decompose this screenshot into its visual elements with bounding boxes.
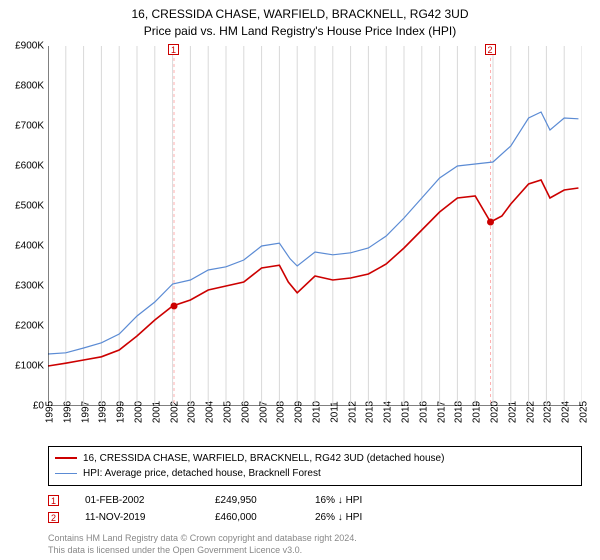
- y-tick-label: £100K: [15, 360, 48, 371]
- chart-container: 16, CRESSIDA CHASE, WARFIELD, BRACKNELL,…: [0, 0, 600, 560]
- sale-delta: 16% ↓ HPI: [315, 495, 435, 506]
- marker-box-1: 1: [168, 44, 179, 55]
- legend-label: HPI: Average price, detached house, Brac…: [83, 466, 321, 481]
- sale-point-1: [171, 302, 178, 309]
- y-tick-label: £600K: [15, 160, 48, 171]
- plot-region: 1995199619971998199920002001200220032004…: [48, 46, 582, 406]
- sale-point-2: [487, 218, 494, 225]
- series-price_paid: [48, 180, 578, 366]
- y-tick-label: £800K: [15, 80, 48, 91]
- sale-price: £249,950: [215, 495, 315, 506]
- title-address: 16, CRESSIDA CHASE, WARFIELD, BRACKNELL,…: [0, 6, 600, 23]
- legend-label: 16, CRESSIDA CHASE, WARFIELD, BRACKNELL,…: [83, 451, 444, 466]
- legend: 16, CRESSIDA CHASE, WARFIELD, BRACKNELL,…: [48, 446, 582, 486]
- chart-title: 16, CRESSIDA CHASE, WARFIELD, BRACKNELL,…: [0, 0, 600, 40]
- y-tick-label: £900K: [15, 40, 48, 51]
- footer-line1: Contains HM Land Registry data © Crown c…: [48, 532, 582, 544]
- sale-date: 01-FEB-2002: [85, 495, 215, 506]
- sale-marker: 2: [48, 512, 59, 523]
- chart-area: 1995199619971998199920002001200220032004…: [48, 46, 582, 406]
- sale-marker: 1: [48, 495, 59, 506]
- y-tick-label: £300K: [15, 280, 48, 291]
- sale-delta: 26% ↓ HPI: [315, 512, 435, 523]
- legend-row: HPI: Average price, detached house, Brac…: [55, 466, 575, 481]
- legend-swatch: [55, 457, 77, 459]
- y-tick-label: £0: [33, 400, 48, 411]
- series-hpi: [48, 112, 578, 354]
- footer-attribution: Contains HM Land Registry data © Crown c…: [48, 532, 582, 556]
- legend-swatch: [55, 473, 77, 474]
- chart-svg: [48, 46, 582, 406]
- legend-row: 16, CRESSIDA CHASE, WARFIELD, BRACKNELL,…: [55, 451, 575, 466]
- y-tick-label: £500K: [15, 200, 48, 211]
- y-tick-label: £700K: [15, 120, 48, 131]
- sales-table: 1 01-FEB-2002£249,95016% ↓ HPI 2 11-NOV-201…: [48, 492, 582, 526]
- y-tick-label: £200K: [15, 320, 48, 331]
- sale-row: 2 11-NOV-2019£460,00026% ↓ HPI: [48, 509, 582, 526]
- sale-price: £460,000: [215, 512, 315, 523]
- sale-date: 11-NOV-2019: [85, 512, 215, 523]
- marker-box-2: 2: [485, 44, 496, 55]
- title-subtitle: Price paid vs. HM Land Registry's House …: [0, 23, 600, 40]
- sale-row: 1 01-FEB-2002£249,95016% ↓ HPI: [48, 492, 582, 509]
- footer-line2: This data is licensed under the Open Gov…: [48, 544, 582, 556]
- y-tick-label: £400K: [15, 240, 48, 251]
